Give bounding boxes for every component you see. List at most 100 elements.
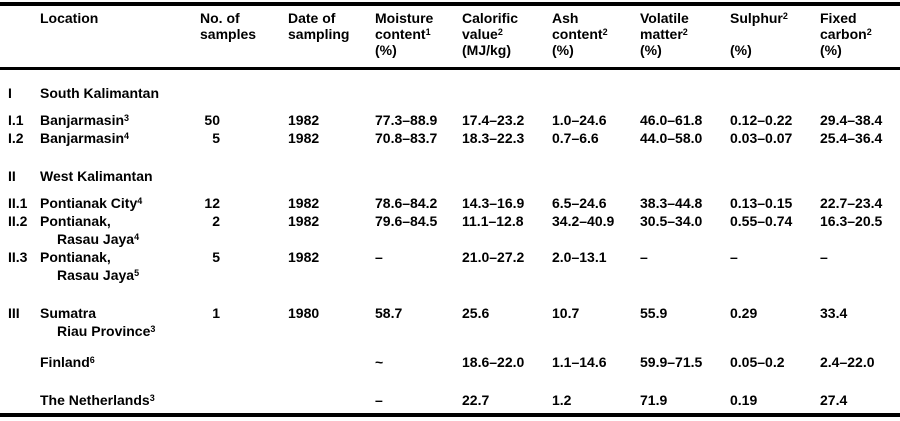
cell-ash: 10.7 [552,305,580,321]
cell-date: 1982 [288,130,320,146]
cell-date: 1982 [288,213,320,229]
table-row: I.1 Banjarmasin3 50 1982 77.3–88.9 17.4–23.2 1… [0,111,900,129]
cell-fixed: – [820,249,828,265]
location-line: Pontianak, [40,213,111,229]
cell-date: 1982 [288,112,320,128]
cell-fixed: 33.4 [820,305,848,321]
cell-fixed: 16.3–20.5 [820,213,883,229]
table-row: I.2 Banjarmasin4 5 1982 70.8–83.7 18.3–22.3 0.… [0,129,900,147]
cell-fixed: 25.4–36.4 [820,130,883,146]
table-row: II.3 Pontianak, Rasau Jaya5 5 1982 – 21.0–27.2… [0,248,900,284]
cell-location: Pontianak, Rasau Jaya4 [40,212,200,248]
cell-moisture: 78.6–84.2 [375,195,438,211]
cell-calorific: 18.6–22.0 [462,354,525,370]
table-row: The Netherlands3 – 22.7 1.2 71.9 0.19 27.4 [0,391,900,409]
cell-samples: 5 [212,130,220,146]
header-ash: Ash content2 (%) [552,10,640,58]
top-rule [0,2,900,6]
location-line: South Kalimantan [40,85,160,101]
header-ash-line: Ash [552,10,579,26]
header-date-line: Date of [288,10,336,26]
cell-location: South Kalimantan [40,84,200,102]
cell-volatile: 30.5–34.0 [640,213,703,229]
location-line: West Kalimantan [40,168,153,184]
cell-samples: 12 [204,195,220,211]
cell-location: West Kalimantan [40,167,200,185]
header-date-line: sampling [288,26,350,42]
cell-ash: 1.0–24.6 [552,112,607,128]
header-fixed-line: Fixed [820,10,857,26]
header-volatile-line: Volatile [640,10,689,26]
cell-location: Pontianak City4 [40,194,200,212]
cell-index: I [8,85,12,101]
location-line: Pontianak, [40,249,111,265]
location-line: Riau Province3 [57,323,156,339]
header-calorific-line: value2 [462,26,503,42]
header-sulphur: Sulphur2 (%) [730,10,820,58]
cell-sulphur: 0.29 [730,305,758,321]
cell-ash: 1.1–14.6 [552,354,607,370]
header-fixed-line: carbon2 [820,26,872,42]
cell-moisture: – [375,392,383,408]
cell-calorific: 17.4–23.2 [462,112,525,128]
cell-calorific: 14.3–16.9 [462,195,525,211]
location-line: Rasau Jaya4 [57,231,140,247]
cell-sulphur: 0.55–0.74 [730,213,793,229]
cell-sulphur: 0.05–0.2 [730,354,785,370]
location-line: The Netherlands3 [40,392,155,408]
cell-sulphur: 0.13–0.15 [730,195,793,211]
cell-moisture: 58.7 [375,305,403,321]
header-sulphur-line [730,26,820,42]
cell-samples: 1 [212,305,220,321]
cell-volatile: 71.9 [640,392,668,408]
cell-fixed: 29.4–38.4 [820,112,883,128]
header-calorific: Calorific value2 (MJ/kg) [462,10,552,58]
cell-location: Banjarmasin4 [40,129,200,147]
header-ash-line: content2 [552,26,608,42]
cell-ash: 0.7–6.6 [552,130,599,146]
cell-calorific: 18.3–22.3 [462,130,525,146]
cell-date: 1980 [288,305,320,321]
table-header: Location No. of samples Date of sampling Mois… [0,10,900,58]
cell-ash: 34.2–40.9 [552,213,615,229]
cell-sulphur: 0.03–0.07 [730,130,793,146]
cell-volatile: 44.0–58.0 [640,130,703,146]
header-calorific-line: (MJ/kg) [462,42,511,58]
location-line: Pontianak City4 [40,195,143,211]
location-line: Sumatra [40,305,97,321]
header-moisture-line: Moisture [375,10,434,26]
header-separator-rule [0,67,900,70]
header-moisture: Moisture content1 (%) [375,10,462,58]
table-row: III Sumatra Riau Province3 1 1980 58.7 25.6 10.… [0,304,900,340]
cell-moisture: ~ [375,354,384,370]
cell-moisture: 70.8–83.7 [375,130,438,146]
header-calorific-line: Calorific [462,10,519,26]
header-fixed: Fixed carbon2 (%) [820,10,900,58]
cell-volatile: 46.0–61.8 [640,112,703,128]
table-row: II.1 Pontianak City4 12 1982 78.6–84.2 14.3–1… [0,194,900,212]
location-line: Banjarmasin4 [40,130,130,146]
cell-calorific: 21.0–27.2 [462,249,525,265]
cell-location: Sumatra Riau Province3 [40,304,200,340]
cell-volatile: – [640,249,648,265]
cell-samples: 2 [212,213,220,229]
header-moisture-line: content1 [375,26,431,42]
cell-sulphur: – [730,249,738,265]
header-volatile-line: matter2 [640,26,688,42]
header-date: Date of sampling [288,10,375,42]
cell-moisture: 79.6–84.5 [375,213,438,229]
cell-fixed: 27.4 [820,392,848,408]
cell-sulphur: 0.19 [730,392,758,408]
table-row: Finland6 ~18.6–22.0 1.1–14.6 59.9–71.5 0.05–… [0,353,900,371]
cell-calorific: 25.6 [462,305,490,321]
cell-volatile: 59.9–71.5 [640,354,703,370]
header-sulphur-line: Sulphur2 [730,10,788,26]
cell-calorific: 22.7 [462,392,490,408]
table-group-row: I South Kalimantan [0,84,900,102]
cell-ash: 6.5–24.6 [552,195,607,211]
cell-ash: 1.2 [552,392,572,408]
cell-date: 1982 [288,249,320,265]
cell-index: II.1 [8,195,28,211]
header-samples-line: samples [200,26,257,42]
cell-volatile: 55.9 [640,305,668,321]
